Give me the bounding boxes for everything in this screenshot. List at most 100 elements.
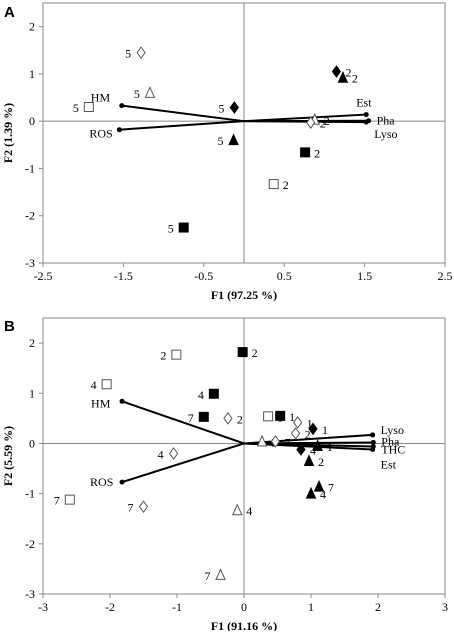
triangle-marker xyxy=(229,135,238,145)
loading-vector xyxy=(122,443,244,482)
x-tick-label: -3 xyxy=(38,600,48,614)
diamond-marker xyxy=(332,66,340,77)
point-label: 5 xyxy=(134,87,140,101)
loading-vector-tip xyxy=(370,432,375,437)
point-label: 4 xyxy=(246,504,252,518)
point-label: 7 xyxy=(188,411,194,425)
square-marker xyxy=(264,412,273,421)
x-axis-title: F1 (97.25 %) xyxy=(211,288,277,302)
panel-letter-a: A xyxy=(4,4,15,21)
point-label: 2 xyxy=(160,349,166,363)
x-tick-label: -2.5 xyxy=(34,269,53,283)
square-marker xyxy=(238,348,247,357)
vector-label: ROS xyxy=(90,475,113,489)
square-marker xyxy=(179,223,188,232)
vector-label: THC xyxy=(381,442,405,456)
point-label: 2 xyxy=(252,346,258,360)
x-tick-label: 1 xyxy=(308,600,314,614)
point-label: 1 xyxy=(322,423,328,437)
point-label: 2 xyxy=(318,455,324,469)
vector-label: Lyso xyxy=(374,127,397,141)
triangle-marker xyxy=(233,505,242,515)
vector-label: Pha xyxy=(377,114,396,128)
y-tick-label: -1 xyxy=(25,487,35,501)
y-tick-label: 0 xyxy=(29,436,35,450)
y-tick-label: 2 xyxy=(29,20,35,34)
x-tick-label: 3 xyxy=(442,600,448,614)
square-marker xyxy=(276,411,285,420)
point-label: 5 xyxy=(125,47,131,61)
vector-label: HM xyxy=(91,396,111,410)
loading-vector xyxy=(244,121,366,122)
x-tick-label: 2 xyxy=(375,600,381,614)
panel-letter-b: B xyxy=(4,318,15,335)
y-tick-label: -2 xyxy=(25,537,35,551)
point-label: 5 xyxy=(218,101,224,115)
point-label: 2 xyxy=(283,178,289,192)
square-marker xyxy=(65,495,74,504)
triangle-marker xyxy=(307,488,316,498)
square-marker xyxy=(269,180,278,189)
point-label: 2 xyxy=(352,72,358,86)
point-label: 1 xyxy=(327,440,333,454)
loading-vector-tip xyxy=(364,112,369,117)
point-label: 2 xyxy=(237,412,243,426)
y-tick-label: -3 xyxy=(25,256,35,270)
vector-label: ROS xyxy=(89,127,112,141)
diamond-marker xyxy=(137,47,145,58)
point-label: 2 xyxy=(314,146,320,160)
point-label: 2 xyxy=(305,427,311,441)
x-tick-label: 1.5 xyxy=(357,269,372,283)
square-marker xyxy=(102,380,111,389)
y-tick-label: -2 xyxy=(25,209,35,223)
y-tick-label: 1 xyxy=(29,67,35,81)
point-label: 5 xyxy=(168,222,174,236)
loading-vector-tip xyxy=(370,447,375,452)
loading-vector xyxy=(119,121,244,130)
square-marker xyxy=(199,412,208,421)
loading-vector-tip xyxy=(119,103,124,108)
square-marker xyxy=(209,389,218,398)
point-label: 7 xyxy=(328,481,334,495)
vector-label: Est xyxy=(381,457,397,471)
y-tick-label: 1 xyxy=(29,386,35,400)
square-marker xyxy=(84,103,93,112)
point-label: 2 xyxy=(320,117,326,131)
y-tick-label: 0 xyxy=(29,114,35,128)
y-axis-title: F2 (5.59 %) xyxy=(1,426,15,486)
y-axis-title: F2 (1.39 %) xyxy=(1,103,15,163)
diamond-marker xyxy=(170,448,178,459)
diamond-marker xyxy=(292,428,300,439)
x-tick-label: -1 xyxy=(172,600,182,614)
point-label: 2 xyxy=(345,66,351,80)
point-label: 5 xyxy=(218,134,224,148)
square-marker xyxy=(172,350,181,359)
x-tick-label: 0.5 xyxy=(277,269,292,283)
loading-vector-tip xyxy=(120,399,125,404)
point-label: 4 xyxy=(91,378,97,392)
diamond-marker xyxy=(140,501,148,512)
point-label: 5 xyxy=(73,101,79,115)
point-label: 7 xyxy=(128,501,134,515)
square-marker xyxy=(301,148,310,157)
loading-vector-tip xyxy=(117,127,122,132)
loading-vector-tip xyxy=(364,120,369,125)
point-label: 4 xyxy=(198,388,204,402)
point-label: 4 xyxy=(320,488,326,502)
point-label: 4 xyxy=(158,447,164,461)
x-tick-label: -1.5 xyxy=(114,269,133,283)
triangle-marker xyxy=(258,436,267,446)
triangle-marker xyxy=(145,87,154,97)
vector-label: Est xyxy=(356,96,372,110)
x-axis-title: F1 (91.16 %) xyxy=(211,619,277,631)
y-tick-label: 2 xyxy=(29,336,35,350)
x-tick-label: -0.5 xyxy=(194,269,213,283)
x-tick-label: 0 xyxy=(241,600,247,614)
x-tick-label: -2 xyxy=(105,600,115,614)
point-label: 7 xyxy=(205,569,211,583)
diamond-marker xyxy=(224,413,232,424)
